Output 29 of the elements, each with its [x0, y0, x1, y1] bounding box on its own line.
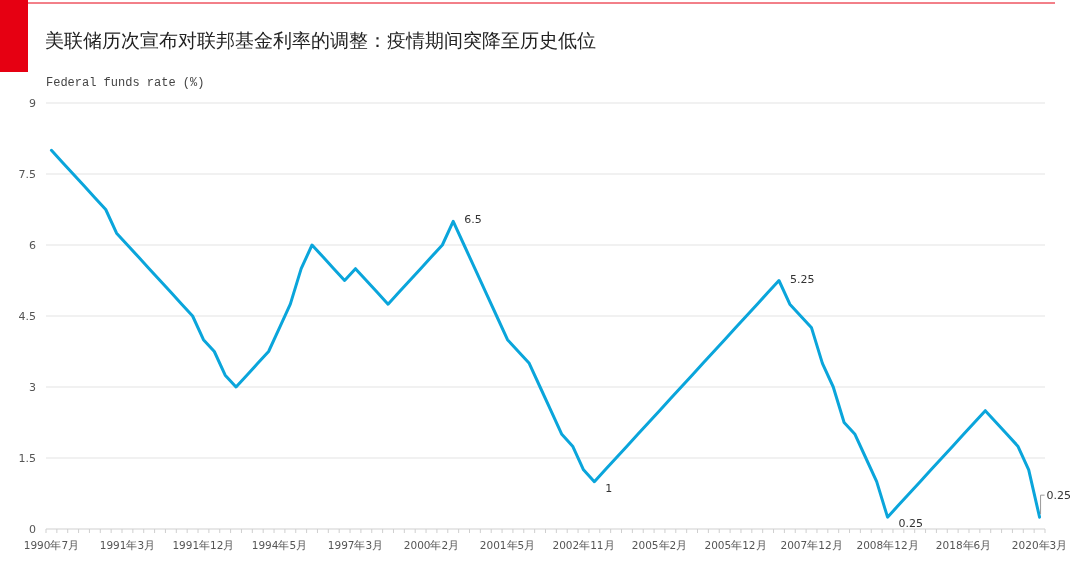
- y-tick-label: 0: [29, 523, 36, 536]
- data-label: 0.25: [898, 517, 924, 531]
- data-label: 1: [605, 481, 613, 495]
- x-tick-label: 2007年12月: [780, 539, 843, 551]
- x-tick-label: 1990年7月: [23, 539, 80, 551]
- x-tick-label: 2000年2月: [403, 539, 460, 551]
- x-tick-label: 2002年11月: [552, 539, 615, 551]
- chart-title: 美联储历次宣布对联邦基金利率的调整：疫情期间突降至历史低位: [45, 29, 596, 51]
- x-tick-label: 2020年3月: [1011, 539, 1068, 551]
- x-tick-label: 2005年2月: [631, 539, 688, 551]
- x-tick-label: 2018年6月: [935, 539, 992, 551]
- x-tick-label: 2005年12月: [704, 539, 767, 551]
- x-tick-label: 1994年5月: [251, 539, 308, 551]
- y-tick-label: 7.5: [18, 168, 36, 181]
- y-axis-title: Federal funds rate (%): [46, 76, 205, 90]
- y-tick-label: 3: [29, 381, 36, 394]
- x-tick-label: 1991年12月: [172, 539, 235, 551]
- y-tick-label: 9: [29, 97, 36, 110]
- y-tick-label: 6: [29, 239, 36, 252]
- y-tick-label: 1.5: [18, 452, 36, 465]
- x-tick-label: 2008年12月: [856, 539, 919, 551]
- y-tick-label: 4.5: [18, 310, 36, 323]
- data-label: 0.25: [1046, 489, 1072, 503]
- x-tick-label: 1997年3月: [327, 539, 384, 551]
- data-label: 6.5: [464, 213, 482, 227]
- x-tick-label: 1991年3月: [99, 539, 156, 551]
- line-series: [49, 148, 1042, 519]
- data-label: 5.25: [789, 272, 815, 286]
- x-tick-label: 2001年5月: [479, 539, 536, 551]
